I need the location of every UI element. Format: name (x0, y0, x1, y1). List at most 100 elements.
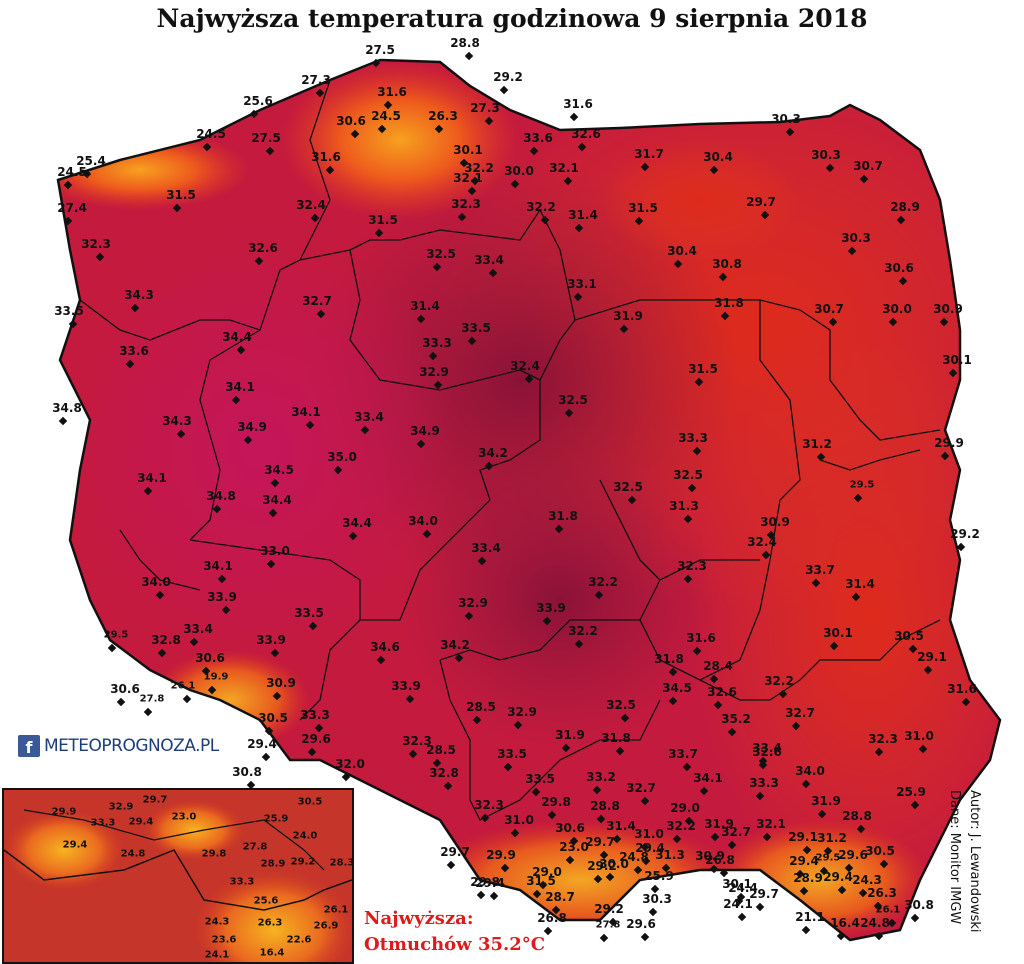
station-temperature: 29.7 (746, 195, 776, 209)
station-temperature: 34.5 (662, 681, 692, 695)
station-temperature: 31.4 (568, 208, 598, 222)
inset-station-temperature: 24.8 (120, 848, 146, 860)
station-temperature: 32.2 (526, 200, 556, 214)
station-temperature: 32.1 (756, 817, 786, 831)
station-temperature: 26.8 (537, 911, 567, 925)
station-temperature: 32.7 (721, 825, 751, 839)
station-temperature: 31.5 (628, 201, 658, 215)
brand-text[interactable]: METEOPROGNOZA.PL (44, 736, 219, 756)
facebook-icon[interactable]: f (18, 735, 40, 757)
station-temperature: 27.5 (251, 131, 281, 145)
inset-station-temperature: 29.8 (201, 848, 227, 860)
station-temperature: 30.3 (642, 892, 672, 906)
station-temperature: 24.5 (196, 127, 226, 141)
station-temperature: 33.4 (474, 253, 504, 267)
inset-station-temperature: 24.0 (292, 830, 318, 842)
station-temperature: 24.5 (57, 165, 87, 179)
station-temperature: 33.9 (391, 679, 421, 693)
station-temperature: 32.3 (81, 237, 111, 251)
station-temperature: 32.2 (666, 819, 696, 833)
inset-station-temperature: 23.0 (171, 811, 197, 823)
station-temperature: 32.3 (868, 732, 898, 746)
station-temperature: 30.0 (882, 302, 912, 316)
inset-station-temperature: 29.4 (62, 839, 88, 851)
station-temperature: 30.5 (258, 711, 288, 725)
station-temperature: 30.3 (771, 112, 801, 126)
station-temperature: 28.4 (703, 659, 733, 673)
inset-station-temperature: 24.3 (204, 916, 230, 928)
station-temperature: 30.6 (555, 821, 585, 835)
station-temperature: 31.6 (563, 97, 593, 111)
station-temperature: 30.3 (811, 148, 841, 162)
mountain-inset: 29.9 32.9 29.7 30.5 33.3 29.4 23.0 25.9 29.4 24.0… (2, 788, 354, 964)
inset-station-temperature: 29.7 (142, 794, 168, 806)
station-temperature: 32.6 (571, 127, 601, 141)
station-temperature: 33.9 (256, 633, 286, 647)
station-temperature: 30.6 (110, 682, 140, 696)
station-temperature: 24.8 (619, 850, 649, 864)
inset-station-temperature: 29.4 (128, 816, 154, 828)
station-temperature: 34.2 (478, 446, 508, 460)
meteoprognoza-brand[interactable]: f METEOPROGNOZA.PL (18, 733, 219, 759)
station-temperature: 30.8 (712, 257, 742, 271)
station-temperature: 27.3 (301, 73, 331, 87)
station-temperature: 31.2 (817, 831, 847, 845)
station-temperature: 30.1 (823, 626, 853, 640)
station-temperature: 27.3 (470, 101, 500, 115)
station-temperature: 29.4 (247, 737, 277, 751)
station-temperature: 29.1 (917, 650, 947, 664)
station-temperature: 32.6 (707, 685, 737, 699)
station-temperature: 30.7 (853, 159, 883, 173)
station-temperature: 32.2 (464, 161, 494, 175)
station-temperature: 34.8 (206, 489, 236, 503)
station-temperature: 34.6 (370, 640, 400, 654)
station-temperature: 32.3 (402, 734, 432, 748)
station-temperature: 27.5 (365, 43, 395, 57)
station-temperature: 28.5 (426, 743, 456, 757)
station-temperature: 30.6 (195, 651, 225, 665)
inset-map (4, 790, 352, 962)
station-temperature: 26.3 (428, 109, 458, 123)
station-temperature: 31.6 (311, 150, 341, 164)
station-temperature: 25.6 (243, 94, 273, 108)
station-temperature: 33.4 (183, 622, 213, 636)
station-temperature: 32.3 (677, 559, 707, 573)
station-temperature: 34.3 (124, 288, 154, 302)
station-temperature: 33.7 (805, 563, 835, 577)
station-temperature: 28.8 (590, 799, 620, 813)
inset-station-temperature: 28.3 (329, 857, 354, 869)
station-temperature: 33.3 (749, 776, 779, 790)
station-temperature: 33.0 (260, 544, 290, 558)
station-temperature: 33.7 (668, 747, 698, 761)
station-temperature: 29.2 (594, 902, 624, 916)
station-temperature: 24.4 (728, 881, 758, 895)
station-temperature: 29.5 (849, 479, 875, 491)
station-temperature: 25.4 (76, 154, 106, 168)
station-temperature: 25.9 (644, 869, 674, 883)
station-temperature: 33.2 (586, 770, 616, 784)
station-temperature: 31.5 (368, 213, 398, 227)
record-box: Najwyższa: Otmuchów 35.2°C (364, 906, 545, 958)
station-temperature: 34.9 (410, 424, 440, 438)
station-temperature: 31.2 (802, 437, 832, 451)
station-temperature: 34.4 (342, 516, 372, 530)
station-temperature: 29.4 (823, 870, 853, 884)
station-temperature: 30.5 (894, 629, 924, 643)
station-temperature: 33.3 (422, 336, 452, 350)
station-temperature: 32.3 (451, 197, 481, 211)
station-temperature: 34.0 (795, 764, 825, 778)
station-temperature: 32.4 (510, 359, 540, 373)
author-credit: Autor: J. Lewandowski (967, 790, 982, 933)
station-temperature: 35.2 (721, 712, 751, 726)
station-temperature: 31.7 (634, 147, 664, 161)
station-temperature: 34.4 (262, 493, 292, 507)
station-temperature: 33.1 (567, 277, 597, 291)
station-temperature: 30.1 (942, 353, 972, 367)
station-temperature: 30.6 (336, 114, 366, 128)
station-temperature: 29.2 (587, 859, 617, 873)
station-temperature: 30.1 (453, 143, 483, 157)
inset-station-temperature: 23.6 (211, 934, 237, 946)
station-temperature: 23.0 (559, 840, 589, 854)
station-temperature: 29.9 (934, 436, 964, 450)
